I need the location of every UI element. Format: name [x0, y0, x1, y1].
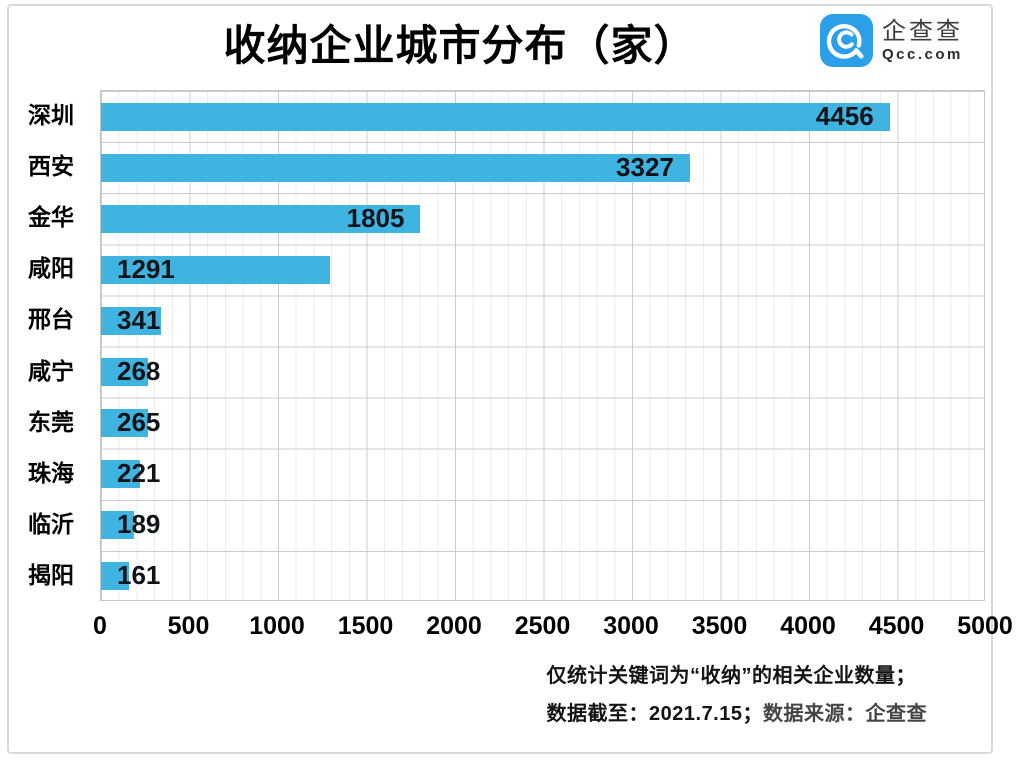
qcc-logo-text: 企查查 Qcc.com [882, 18, 963, 64]
x-tick-label-4000: 4000 [780, 612, 836, 640]
plot-area: 4456 3327 1805 1291 341 268 265 221 189 161 [100, 90, 985, 601]
bar-9: 161 [101, 562, 160, 591]
bar-value-label-2: 1805 [346, 202, 405, 233]
category-label-5: 咸宁 [28, 357, 74, 384]
bar-row-3: 1291 [101, 244, 984, 295]
x-tick-label-0: 0 [93, 612, 107, 640]
footnote-source: 数据来源：企查查 [763, 703, 927, 725]
qcc-logo-name-en: Qcc.com [882, 45, 963, 63]
x-axis: 0 500 1000 1500 2000 2500 3000 3500 4000 4500 5000 [0, 612, 1017, 646]
category-axis: 深圳西安金华咸阳邢台咸宁东莞珠海临沂揭阳 [0, 90, 88, 601]
bar-value-label-9: 161 [117, 560, 161, 591]
footnote-date: 数据截至：2021.7.15； [546, 703, 763, 725]
category-label-1: 西安 [28, 153, 74, 180]
category-label-0: 深圳 [28, 102, 74, 128]
bar-value-label-6: 265 [117, 407, 161, 438]
x-tick-label-2500: 2500 [514, 612, 571, 640]
footer-notes: 仅统计关键词为“收纳”的相关企业数量； 数据截至：2021.7.15；数据来源：… [547, 664, 927, 726]
bar-row-1: 3327 [101, 142, 984, 193]
bar-row-0: 4456 [101, 91, 984, 142]
category-label-9: 揭阳 [28, 561, 74, 588]
x-tick-label-500: 500 [167, 612, 210, 640]
bar-7: 221 [101, 460, 160, 489]
bar-value-label-8: 189 [117, 509, 161, 540]
bar-2: 1805 [101, 202, 421, 233]
x-tick-label-4500: 4500 [868, 612, 925, 640]
bar-row-2: 1805 [101, 193, 984, 244]
bar-value-label-0: 4456 [815, 100, 874, 131]
bar-4: 341 [101, 304, 162, 335]
bar-8: 189 [101, 511, 160, 540]
x-tick-label-1000: 1000 [249, 612, 305, 640]
qcc-logo-name-cn: 企查查 [882, 17, 963, 45]
bar-3: 1291 [101, 253, 330, 284]
bar-row-5: 268 [101, 346, 984, 397]
x-tick-label-3500: 3500 [691, 612, 748, 640]
category-label-2: 金华 [28, 204, 74, 231]
bar-5: 268 [101, 357, 160, 386]
bar-row-9: 161 [101, 551, 984, 602]
bar-value-label-4: 341 [117, 304, 161, 335]
bar-0: 4456 [101, 100, 890, 131]
x-tick-label-5000: 5000 [957, 612, 1013, 640]
category-label-4: 邢台 [28, 306, 74, 333]
footnote-line1: 仅统计关键词为“收纳”的相关企业数量； [546, 665, 917, 687]
bar-value-label-7: 221 [117, 458, 161, 489]
bar-row-6: 265 [101, 398, 984, 449]
bar-value-label-1: 3327 [616, 151, 674, 182]
bar-1: 3327 [101, 151, 690, 182]
chart-title: 收纳企业城市分布（家） [223, 22, 697, 69]
qcc-logo-icon [820, 14, 873, 67]
x-tick-label-2000: 2000 [426, 612, 482, 640]
bar-row-7: 221 [101, 449, 984, 500]
footnote-line2: 数据截至：2021.7.15；数据来源：企查查 [547, 702, 927, 726]
bar-value-label-5: 268 [117, 355, 161, 386]
bar-row-4: 341 [101, 295, 984, 346]
category-label-3: 咸阳 [28, 255, 74, 282]
x-tick-label-3000: 3000 [603, 612, 659, 640]
qcc-logo: 企查查 Qcc.com [820, 14, 963, 67]
category-label-6: 东莞 [28, 408, 74, 435]
bar-value-label-3: 1291 [117, 253, 175, 284]
bar-6: 265 [101, 409, 160, 438]
category-label-8: 临沂 [28, 510, 74, 537]
x-tick-label-1500: 1500 [337, 612, 394, 640]
bar-row-8: 189 [101, 500, 984, 551]
category-label-7: 珠海 [28, 459, 74, 486]
